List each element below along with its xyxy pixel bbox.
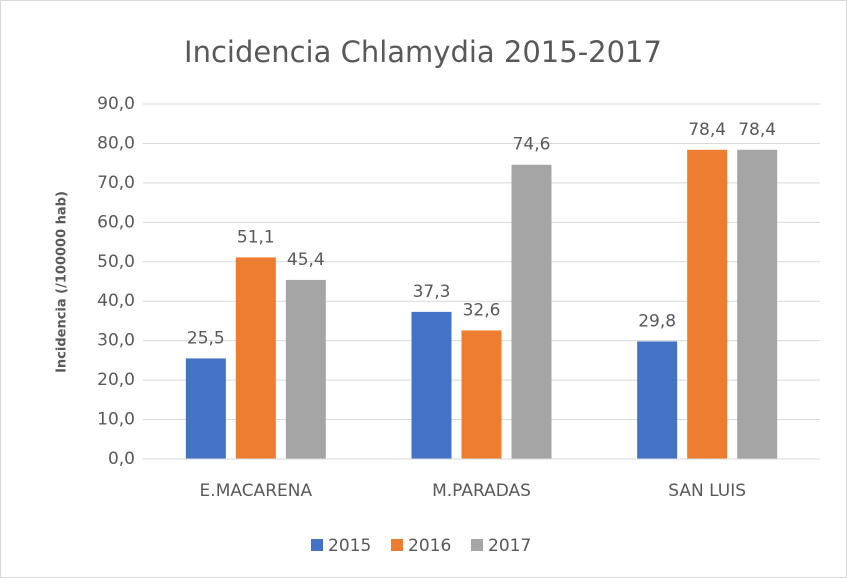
legend-label: 2015 [328, 536, 371, 556]
data-label: 74,6 [513, 135, 551, 155]
data-label: 78,4 [688, 120, 726, 140]
y-tick-label: 90,0 [97, 94, 135, 114]
y-tick-label: 40,0 [97, 291, 135, 311]
bar [185, 358, 226, 459]
x-tick-label: M.PARADAS [432, 481, 531, 501]
bar [411, 311, 452, 459]
x-tick-label: SAN LUIS [668, 481, 746, 501]
bar [235, 257, 276, 459]
bar [687, 149, 728, 459]
data-label: 37,3 [413, 282, 451, 302]
legend-swatch [311, 539, 323, 551]
y-tick-label: 70,0 [97, 173, 135, 193]
y-axis-label: Incidencia (/100000 hab) [55, 191, 70, 373]
data-label: 51,1 [237, 227, 275, 247]
legend-label: 2017 [488, 536, 531, 556]
legend-label: 2016 [408, 536, 451, 556]
legend-swatch [471, 539, 483, 551]
y-tick-label: 80,0 [97, 133, 135, 153]
data-label: 45,4 [287, 250, 325, 270]
y-tick-label: 60,0 [97, 212, 135, 232]
bar [737, 149, 778, 459]
data-label: 32,6 [463, 300, 501, 320]
bar [637, 341, 678, 459]
bar [511, 164, 552, 459]
chart-title: Incidencia Chlamydia 2015-2017 [184, 35, 662, 69]
y-tick-label: 0,0 [108, 449, 135, 469]
x-tick-label: E.MACARENA [200, 481, 313, 501]
y-tick-label: 20,0 [97, 370, 135, 390]
y-tick-label: 30,0 [97, 331, 135, 351]
bar [461, 330, 502, 459]
legend-swatch [391, 539, 403, 551]
data-label: 29,8 [638, 311, 676, 331]
bar [285, 279, 326, 459]
y-tick-label: 50,0 [97, 252, 135, 272]
data-label: 78,4 [738, 120, 776, 140]
y-tick-label: 10,0 [97, 410, 135, 430]
data-label: 25,5 [187, 328, 225, 348]
